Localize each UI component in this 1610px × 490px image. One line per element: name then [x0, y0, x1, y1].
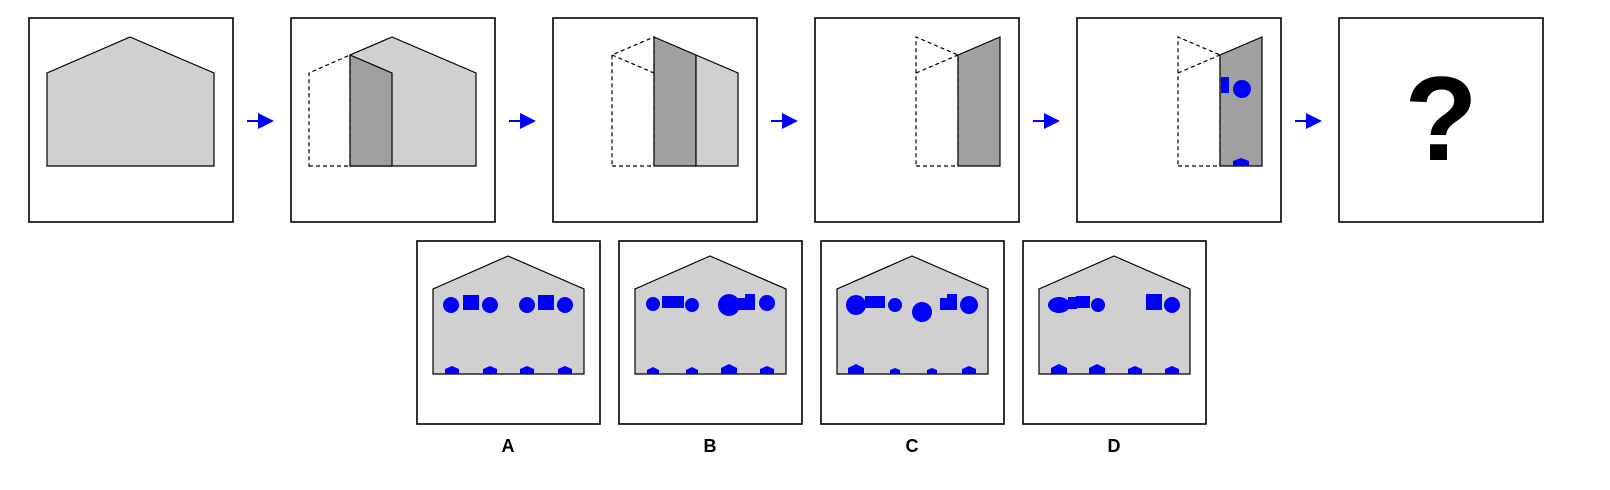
- square-icon: [1221, 77, 1229, 93]
- folded-outline: [308, 54, 351, 167]
- sequence-panel-1: [28, 17, 234, 223]
- option-a[interactable]: [416, 240, 601, 425]
- folded-outline: [915, 36, 959, 167]
- folded-outline: [611, 36, 655, 167]
- house-remaining-part: [695, 54, 739, 167]
- option-c[interactable]: [820, 240, 1005, 425]
- option-d[interactable]: [1022, 240, 1207, 425]
- folded-strip: [957, 36, 1001, 167]
- folded-outline: [1177, 36, 1221, 167]
- sequence-panel-5: [1076, 17, 1282, 223]
- sequence-panel-6: ?: [1338, 17, 1544, 223]
- folded-strip: [1219, 36, 1263, 167]
- option-label-a: A: [502, 436, 515, 456]
- option-label-d: D: [1108, 436, 1121, 456]
- question-mark: ?: [1404, 52, 1477, 186]
- circle-icon: [1233, 80, 1251, 98]
- pentagon-icon: [1233, 158, 1249, 166]
- folded-strip: [349, 54, 393, 167]
- house-shape: [46, 36, 215, 167]
- option-b[interactable]: [618, 240, 803, 425]
- option-label-b: B: [704, 436, 717, 456]
- sequence-panel-4: [814, 17, 1020, 223]
- sequence-panel-3: [552, 17, 758, 223]
- folded-strip: [653, 36, 697, 167]
- option-label-c: C: [906, 436, 919, 456]
- sequence-panel-2: [290, 17, 496, 223]
